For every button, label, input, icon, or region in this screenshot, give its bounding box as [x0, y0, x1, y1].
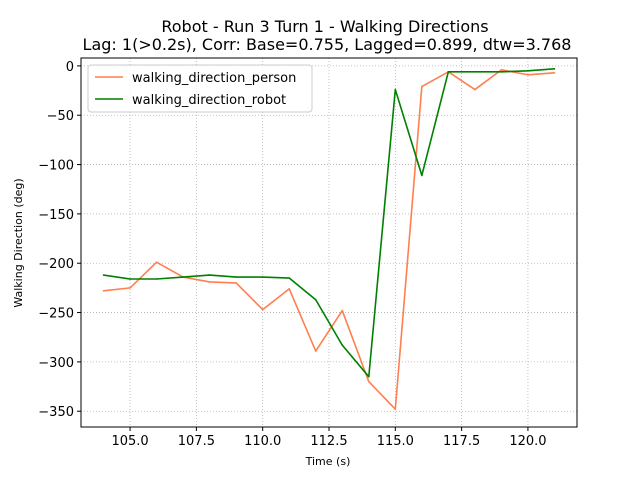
- data-point: [553, 68, 556, 70]
- x-tick-label: 120.0: [509, 434, 546, 449]
- data-point: [394, 88, 397, 91]
- x-tick-label: 112.5: [310, 434, 347, 449]
- y-tick-label: −350: [38, 405, 74, 420]
- data-point: [235, 282, 237, 284]
- data-point: [553, 71, 556, 74]
- chart-title: Robot - Run 3 Turn 1 - Walking Direction…: [161, 17, 488, 36]
- data-point: [421, 85, 423, 88]
- data-point: [527, 70, 529, 72]
- y-tick-label: −250: [38, 307, 74, 322]
- y-tick-label: −50: [47, 109, 74, 124]
- x-tick-label: 115.0: [377, 434, 414, 449]
- data-point: [288, 288, 291, 290]
- y-tick-label: −100: [38, 159, 74, 174]
- data-point: [367, 380, 370, 383]
- series-layer: [102, 68, 556, 411]
- data-point: [314, 350, 317, 352]
- data-point: [314, 298, 317, 301]
- legend: walking_direction_person walking_directi…: [87, 64, 313, 113]
- axis-ticks: 105.0 107.5 110.0 112.5 115.0 117.5 120.0 0 −50 −…: [38, 60, 546, 449]
- data-point: [182, 276, 184, 278]
- data-point: [288, 277, 291, 279]
- y-axis-label: Walking Direction (deg): [12, 178, 25, 307]
- legend-box: [87, 64, 313, 113]
- data-point: [208, 281, 211, 283]
- y-tick-label: −300: [38, 356, 74, 371]
- x-tick-label: 110.0: [244, 434, 281, 449]
- x-axis-label: Time (s): [305, 455, 351, 468]
- data-point: [208, 274, 211, 276]
- y-tick-label: −150: [38, 208, 74, 223]
- data-point: [102, 274, 105, 276]
- data-point: [235, 276, 237, 278]
- data-point: [474, 88, 476, 91]
- data-point: [474, 71, 476, 73]
- data-point: [341, 309, 344, 312]
- data-point: [341, 344, 344, 346]
- data-point: [394, 408, 397, 411]
- data-point: [261, 308, 264, 311]
- data-point: [261, 276, 264, 278]
- data-point: [447, 71, 450, 73]
- series-line-walking_direction_person: [103, 69, 555, 411]
- data-point: [421, 174, 423, 177]
- x-tick-label: 117.5: [443, 434, 480, 449]
- legend-label-person: walking_direction_person: [132, 71, 296, 86]
- data-point: [102, 290, 105, 292]
- y-tick-label: 0: [66, 60, 74, 75]
- data-point: [367, 375, 370, 378]
- x-tick-label: 107.5: [178, 434, 215, 449]
- data-point: [527, 73, 529, 76]
- data-point: [155, 261, 158, 264]
- legend-label-robot: walking_direction_robot: [132, 93, 286, 108]
- series-line-walking_direction_robot: [103, 68, 555, 378]
- data-point: [500, 71, 503, 73]
- data-point: [129, 278, 131, 280]
- data-point: [500, 69, 503, 71]
- data-point: [155, 278, 158, 280]
- chart-subtitle: Lag: 1(>0.2s), Corr: Base=0.755, Lagged=…: [83, 35, 572, 54]
- y-tick-label: −200: [38, 257, 74, 272]
- x-tick-label: 105.0: [111, 434, 148, 449]
- data-point: [129, 287, 131, 289]
